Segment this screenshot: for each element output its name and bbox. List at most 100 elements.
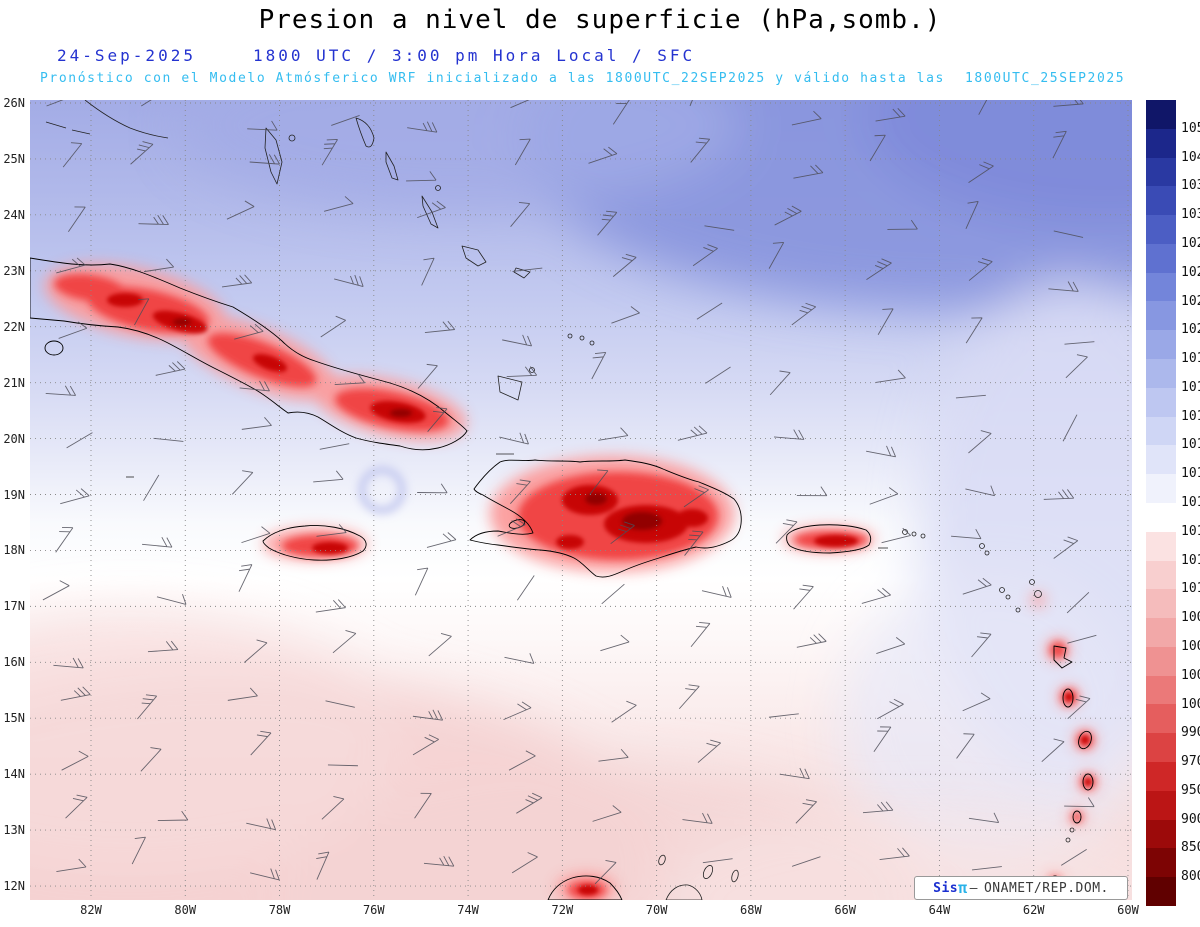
wind-barbs	[42, 100, 1097, 885]
lon-tick-label: 80W	[174, 903, 197, 917]
lat-tick-label: 13N	[3, 823, 25, 838]
isla-juventud	[44, 340, 64, 356]
guadeloupe	[1053, 645, 1073, 669]
lon-tick-label: 78W	[268, 903, 291, 917]
colorbar-cell	[1146, 675, 1176, 705]
lon-tick-label: 82W	[80, 903, 102, 917]
lat-tick-label: 25N	[3, 151, 25, 166]
colorbar-tick-label: 1006	[1181, 638, 1200, 654]
colorbar-tick-label: 1020	[1181, 322, 1200, 338]
brand-sispi: Sis	[933, 880, 959, 896]
colorbar-tick-label: 1030	[1181, 207, 1200, 223]
lon-tick-label: 72W	[551, 903, 574, 917]
colorbar-cell	[1146, 474, 1176, 503]
lat-tick-label: 24N	[3, 207, 25, 222]
lat-tick-label: 17N	[3, 599, 25, 614]
colorbar-cell	[1146, 531, 1176, 561]
colorbar-cell	[1146, 416, 1176, 446]
forecast-line: Pronóstico con el Modelo Atmósferico WRF…	[40, 71, 1125, 86]
page-title: Presion a nivel de superficie (hPa,somb.…	[258, 5, 942, 35]
lat-tick-label: 22N	[3, 319, 25, 334]
dominica	[1062, 688, 1074, 708]
latitude-axis: 26N 25N 24N 23N 22N 21N 20N 19N 18N 17N 16N 15N 14N 1…	[0, 96, 27, 912]
colorbar-cell	[1146, 128, 1176, 158]
cuba-coastline	[30, 257, 468, 451]
valid-time: 1800 UTC / 3:00 pm Hora Local / SFC	[253, 46, 696, 65]
colorbar-tick-label: 1016	[1181, 437, 1200, 453]
colorbar-tick-label: 1015	[1181, 466, 1200, 482]
colorbar-tick-label: 800	[1181, 869, 1200, 885]
grid-lines	[30, 100, 1132, 900]
colorbar-cell	[1146, 243, 1176, 273]
colorbar-cell	[1146, 301, 1176, 331]
lon-tick-label: 76W	[362, 903, 385, 917]
attribution-org: ONAMET/REP.DOM.	[983, 880, 1109, 896]
colorbar-tick-label: 1035	[1181, 178, 1200, 194]
lon-tick-label: 68W	[740, 903, 762, 917]
lat-tick-label: 26N	[3, 96, 25, 110]
colorbar-tick-label: 1028	[1181, 235, 1200, 251]
brand-pi-symbol: π	[958, 879, 968, 897]
lat-tick-label: 14N	[3, 767, 25, 782]
colorbar-cell	[1146, 618, 1176, 647]
colorbar-tick-label: 1025	[1181, 264, 1200, 280]
lon-tick-label: 70W	[645, 903, 668, 917]
colorbar-tick-label: 1050	[1181, 120, 1200, 136]
colorbar-tick-label: 990	[1181, 725, 1200, 741]
colorbar-cell	[1146, 848, 1176, 878]
lat-tick-label: 21N	[3, 375, 25, 390]
colorbar-cell	[1146, 359, 1176, 388]
colorbar-cell	[1146, 157, 1176, 187]
lon-tick-label: 66W	[834, 903, 856, 917]
pressure-map-canvas	[30, 100, 1132, 900]
colorbar-cell	[1146, 733, 1176, 762]
lon-tick-label: 74W	[457, 903, 479, 917]
lon-tick-label: 60W	[1117, 903, 1139, 917]
puerto-rico-coastline	[786, 524, 872, 554]
longitude-axis: 82W 80W 78W 76W 74W 72W 70W 68W 66W 64W 62W 60W	[30, 903, 1139, 920]
st-lucia	[1082, 773, 1094, 791]
colorbar-cell	[1146, 387, 1176, 417]
colorbar-cell	[1146, 330, 1176, 360]
colorbar-tick-label: 1019	[1181, 351, 1200, 367]
colorbar-cell	[1146, 704, 1176, 734]
lat-tick-label: 20N	[3, 431, 25, 446]
attribution-separator: –	[969, 880, 978, 896]
colorbar-tick-label: 1012	[1181, 552, 1200, 568]
forecast-text: Pronóstico con el Modelo Atmósferico WRF…	[40, 71, 945, 86]
colorbar-cell	[1146, 445, 1176, 475]
colorbar-cell	[1146, 761, 1176, 791]
colorbar-cell	[1146, 502, 1176, 532]
colorbar-tick-label: 1022	[1181, 293, 1200, 309]
colorbar-tick-label: 1013	[1181, 523, 1200, 539]
lat-tick-label: 23N	[3, 263, 25, 278]
lat-tick-label: 18N	[3, 543, 25, 558]
colorbar-cell	[1146, 100, 1176, 129]
lat-tick-label: 16N	[3, 655, 25, 670]
lat-tick-label: 12N	[3, 879, 25, 894]
guajira-peninsula	[547, 875, 623, 900]
coastlines	[30, 100, 1094, 900]
lon-tick-label: 62W	[1022, 903, 1045, 917]
colorbar-cell	[1146, 646, 1176, 676]
colorbar-tick-label: 1040	[1181, 149, 1200, 165]
colorbar-cell	[1146, 790, 1176, 820]
lon-tick-label: 64W	[928, 903, 951, 917]
heat-low-darkest	[173, 318, 662, 530]
pressure-colorbar	[1146, 100, 1176, 906]
colorbar-tick-label: 970	[1181, 754, 1200, 770]
colorbar-tick-label: 1017	[1181, 408, 1200, 424]
colorbar-cell	[1146, 877, 1176, 906]
colorbar-tick-label: 950	[1181, 782, 1200, 798]
jamaica-coastline	[262, 525, 367, 561]
valid-date: 24-Sep-2025	[57, 46, 196, 65]
attribution-box: Sis π – ONAMET/REP.DOM.	[914, 876, 1128, 900]
colorbar-cell	[1146, 272, 1176, 302]
map-area	[30, 100, 1132, 900]
colorbar-cell	[1146, 186, 1176, 216]
contour-ring	[357, 465, 407, 515]
colorbar-tick-label: 1018	[1181, 379, 1200, 395]
colorbar-tick-label: 1014	[1181, 495, 1200, 510]
